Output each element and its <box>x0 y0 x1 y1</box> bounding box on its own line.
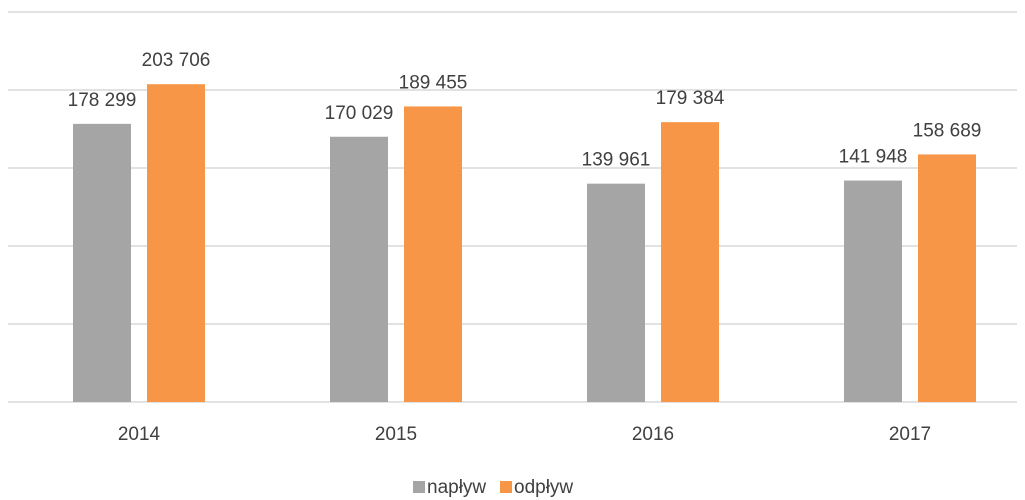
data-label: 139 961 <box>582 150 651 171</box>
data-label: 141 948 <box>839 147 908 168</box>
bar <box>330 136 388 402</box>
legend-swatch <box>413 481 425 493</box>
bar <box>404 106 462 403</box>
bar <box>661 122 719 403</box>
data-label: 178 299 <box>68 90 137 111</box>
legend-label: napływ <box>427 477 486 498</box>
legend-label: odpływ <box>514 477 573 498</box>
x-tick-label: 2015 <box>375 424 417 445</box>
data-label: 158 689 <box>913 120 982 141</box>
bar <box>147 84 205 403</box>
x-tick-label: 2014 <box>118 424 161 445</box>
data-label: 170 029 <box>325 103 394 124</box>
bar <box>918 154 976 402</box>
x-tick-label: 2017 <box>889 424 931 445</box>
bar <box>73 123 131 402</box>
x-tick-label: 2016 <box>632 424 674 445</box>
data-label: 179 384 <box>656 88 725 109</box>
data-label: 189 455 <box>399 72 468 93</box>
data-label: 203 706 <box>142 50 211 71</box>
bar <box>587 183 645 402</box>
legend-swatch <box>500 481 512 493</box>
bar <box>844 180 902 402</box>
